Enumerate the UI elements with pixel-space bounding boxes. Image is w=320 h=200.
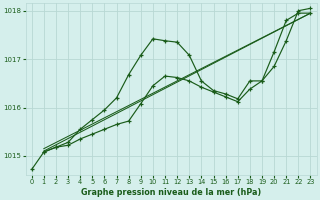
X-axis label: Graphe pression niveau de la mer (hPa): Graphe pression niveau de la mer (hPa) xyxy=(81,188,261,197)
